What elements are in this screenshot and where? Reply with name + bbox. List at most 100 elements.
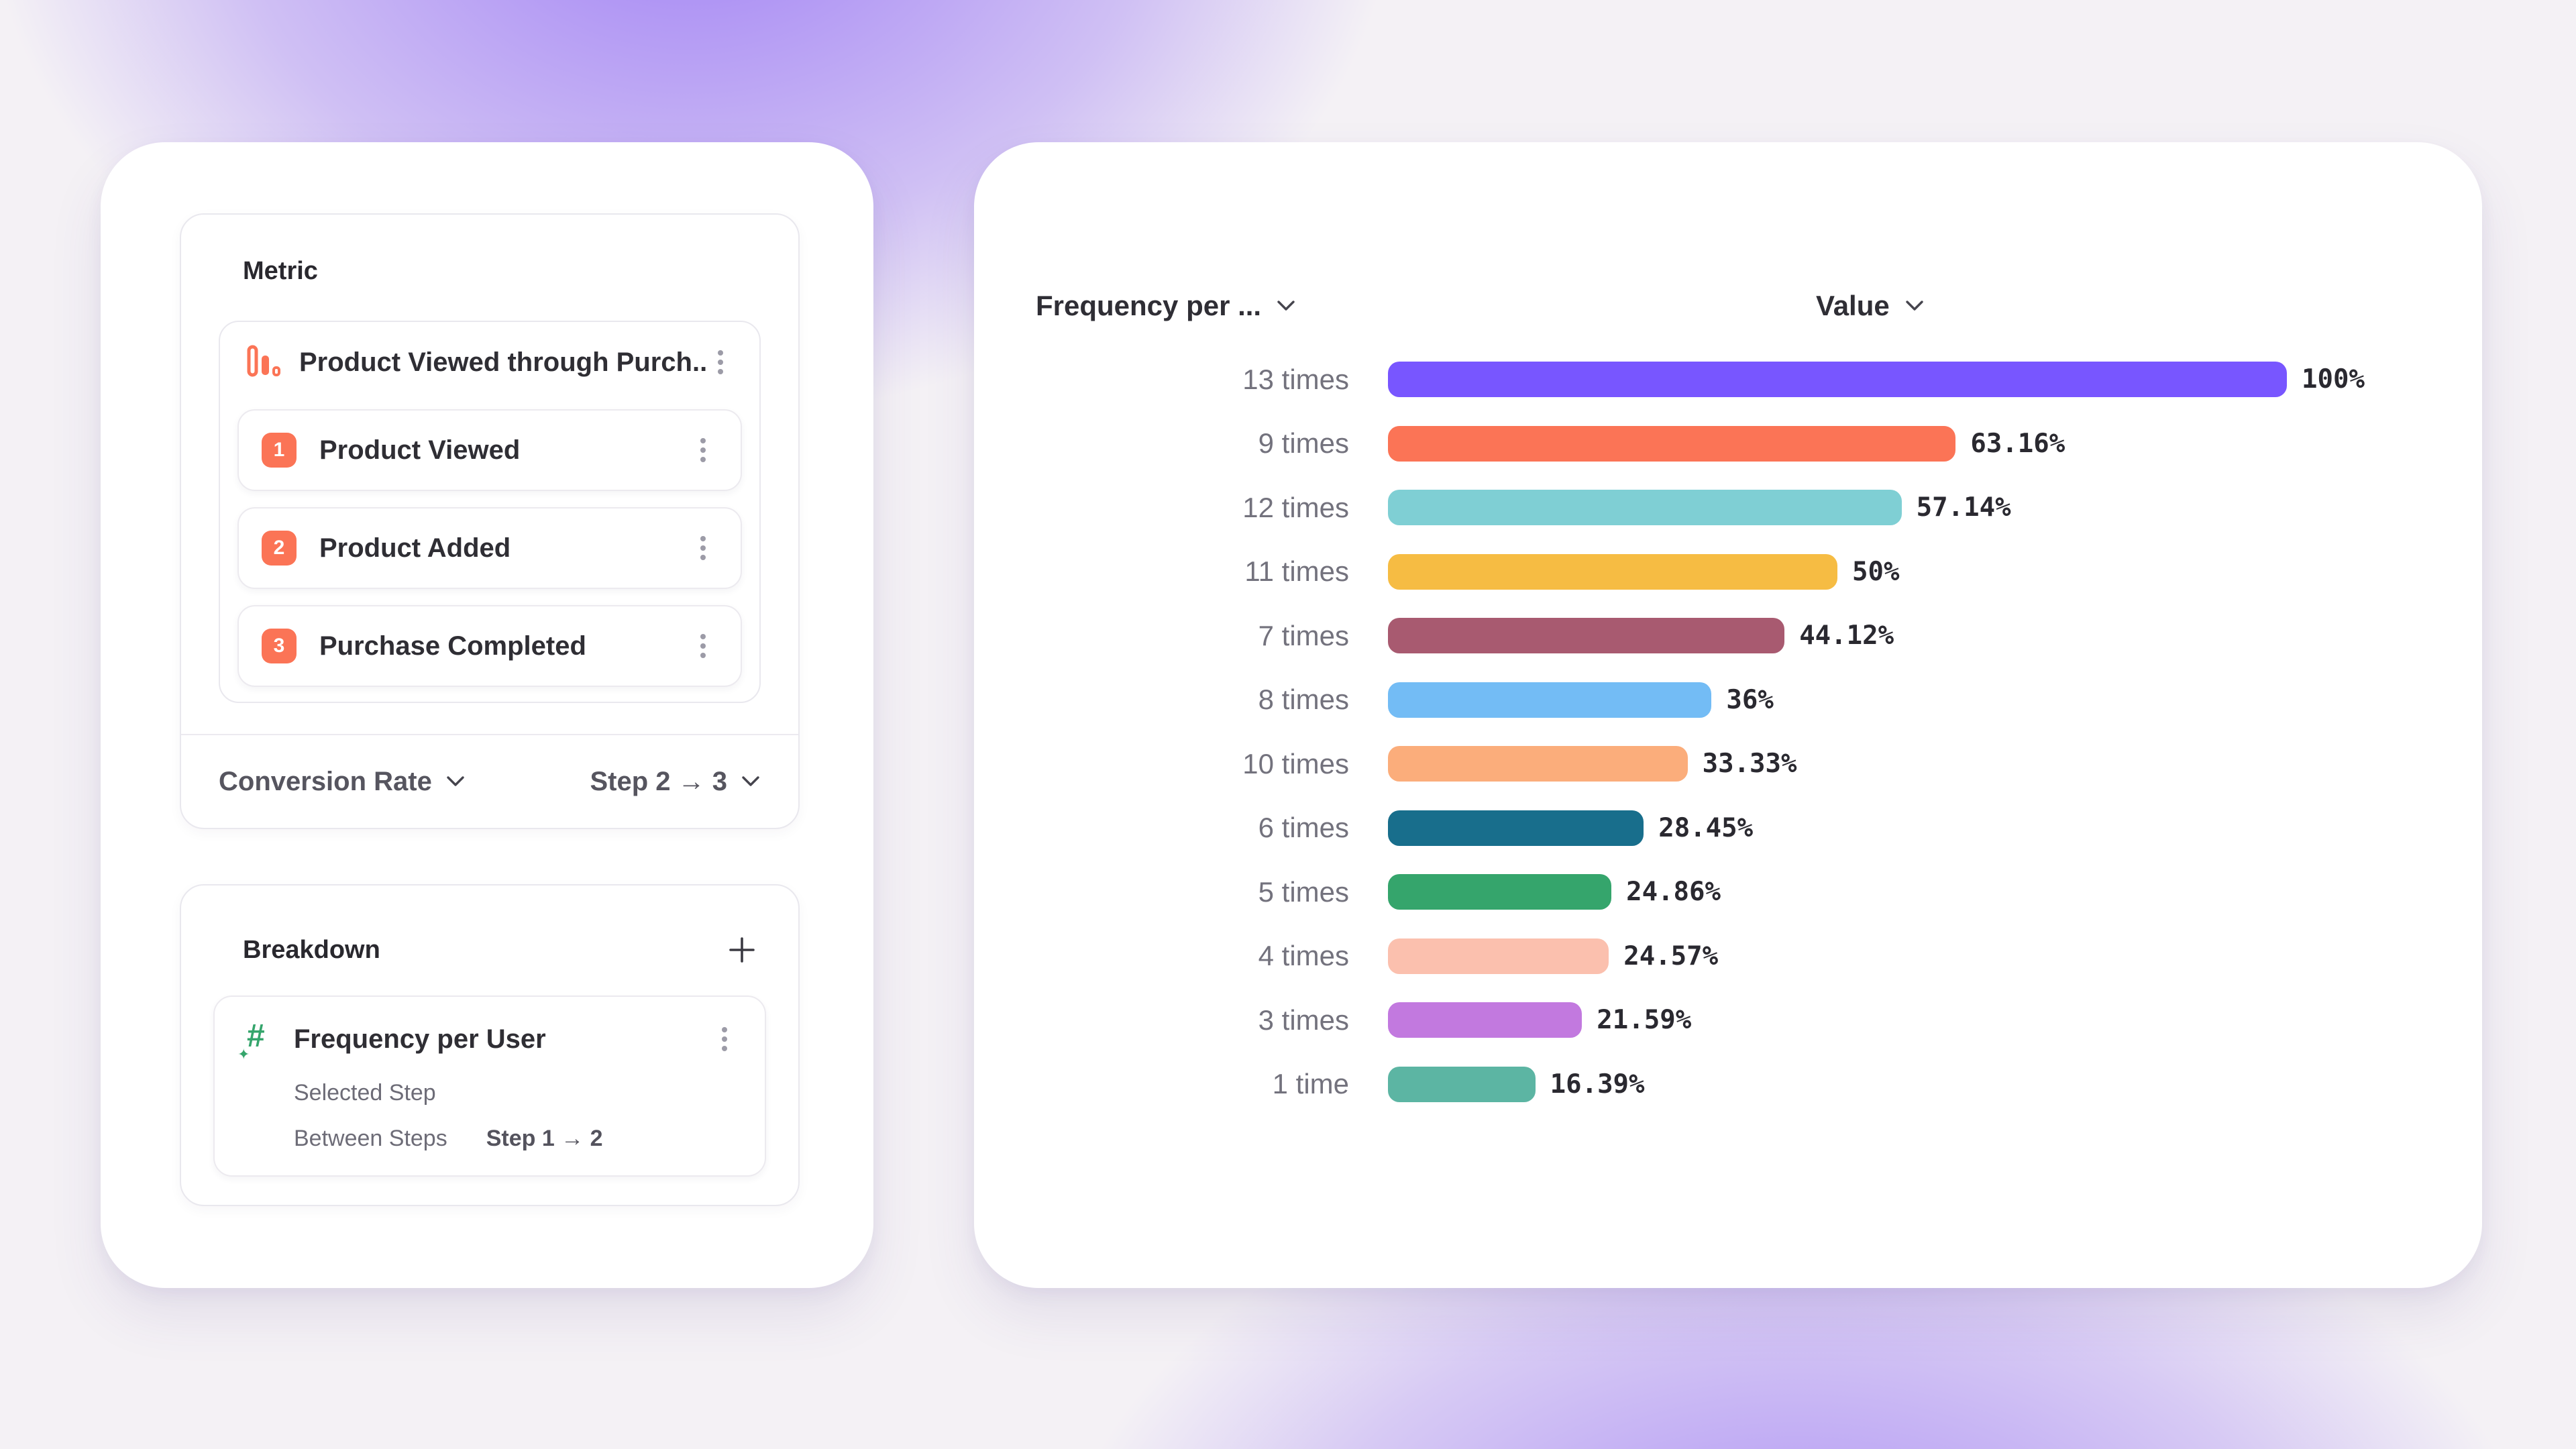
chart-bar[interactable] [1388, 938, 1609, 974]
chart-row-label: 7 times [1258, 619, 1349, 651]
hash-number-icon: # ✦ [237, 1018, 265, 1063]
chart-row: 7 times 44.12% [1036, 604, 2455, 668]
chart-bar-value-label: 28.45% [1658, 812, 1754, 843]
frequency-column-header-label: Frequency per ... [1036, 290, 1262, 321]
chart-row-label: 9 times [1258, 427, 1349, 460]
chevron-down-icon [1906, 301, 1923, 311]
chart-bar-track: 28.45% [1388, 810, 2287, 846]
chart-bar-track: 21.59% [1388, 1002, 2287, 1038]
step-number-badge: 3 [262, 629, 297, 663]
chart-rows: 13 times 100% 9 times 63.16% 12 times 57.14% 1… [1036, 347, 2455, 1116]
kebab-menu-icon[interactable] [688, 430, 718, 470]
chart-row: 9 times 63.16% [1036, 412, 2455, 476]
chevron-down-icon [447, 776, 464, 786]
chart-bar-track: 24.86% [1388, 874, 2287, 910]
chart-row: 3 times 21.59% [1036, 988, 2455, 1053]
chart-row-label: 6 times [1258, 812, 1349, 844]
chart-bar-track: 100% [1388, 362, 2365, 398]
chart-row: 5 times 24.86% [1036, 860, 2455, 924]
chart-bar-track: 24.57% [1388, 938, 2287, 974]
chart-bar-value-label: 100% [2302, 364, 2365, 395]
funnel-steps-list: 1 Product Viewed 2 Product Added 3 Purch… [237, 409, 742, 687]
conversion-rate-dropdown[interactable]: Conversion Rate [219, 767, 466, 797]
breakdown-property-card[interactable]: # ✦ Frequency per User Selected Step Betw… [213, 996, 766, 1177]
funnel-definition-box: Product Viewed through Purch... 1 Produc… [219, 321, 761, 703]
step-range-dropdown[interactable]: Step 2 → 3 [590, 767, 761, 797]
chart-row-label: 5 times [1258, 875, 1349, 908]
plus-icon [729, 937, 755, 963]
chart-bar[interactable] [1388, 425, 1956, 462]
chart-row-label: 11 times [1244, 555, 1349, 588]
kebab-menu-icon[interactable] [706, 342, 735, 382]
metric-card-divider [181, 734, 798, 735]
chart-panel: Frequency per ... Value 13 times 100% 9 ti… [974, 142, 2482, 1288]
value-column-header-dropdown[interactable]: Value [1816, 290, 1925, 322]
chart-row-label: 3 times [1258, 1004, 1349, 1036]
value-column-header-label: Value [1816, 290, 1890, 321]
chart-bar[interactable] [1388, 746, 1688, 782]
chart-bar[interactable] [1388, 682, 1712, 718]
breakdown-selected-step-row[interactable]: Selected Step [294, 1080, 436, 1106]
chart-bar-value-label: 16.39% [1550, 1069, 1645, 1099]
chart-bar[interactable] [1388, 490, 1902, 526]
breakdown-section-title: Breakdown [243, 936, 380, 964]
query-builder-panel: Metric Product Viewed through Purch... [101, 142, 873, 1288]
kebab-menu-icon[interactable] [710, 1019, 739, 1059]
chart-bar-value-label: 57.14% [1916, 492, 2011, 523]
kebab-menu-icon[interactable] [688, 626, 718, 666]
chart-row-label: 4 times [1258, 940, 1349, 972]
chart-bar[interactable] [1388, 810, 1644, 846]
funnel-metric-header[interactable]: Product Viewed through Purch... [237, 331, 742, 393]
chart-row: 13 times 100% [1036, 347, 2455, 412]
step-range-label: Step 2 → 3 [590, 766, 727, 796]
breakdown-property-title: Frequency per User [294, 1024, 546, 1054]
breakdown-between-steps-row[interactable]: Between Steps Step 1 → 2 [294, 1124, 739, 1152]
funnel-step-1[interactable]: 1 Product Viewed [237, 409, 742, 491]
chart-bar[interactable] [1388, 618, 1785, 654]
conversion-settings-row: Conversion Rate Step 2 → 3 [181, 735, 798, 828]
chart-row-label: 12 times [1242, 491, 1349, 523]
step-number-badge: 2 [262, 531, 297, 566]
chart-bar-track: 50% [1388, 553, 2287, 590]
funnel-step-3[interactable]: 3 Purchase Completed [237, 605, 742, 687]
chart-row-label: 13 times [1242, 363, 1349, 395]
chart-bar[interactable] [1388, 1002, 1582, 1038]
chevron-down-icon [1277, 301, 1295, 311]
chart-bar-value-label: 33.33% [1702, 749, 1797, 780]
metric-section-title: Metric [243, 257, 318, 285]
chart-bar-track: 44.12% [1388, 618, 2287, 654]
chart-bar-value-label: 36% [1726, 684, 1774, 715]
kebab-menu-icon[interactable] [688, 528, 718, 568]
metric-section-card: Metric Product Viewed through Purch... [180, 213, 800, 829]
chart-bar[interactable] [1388, 553, 1837, 590]
add-breakdown-button[interactable] [723, 931, 761, 969]
breakdown-section-card: Breakdown # ✦ Frequency per User Selected… [180, 884, 800, 1206]
chart-bar[interactable] [1388, 874, 1612, 910]
frequency-column-header-dropdown[interactable]: Frequency per ... [1036, 290, 1296, 322]
chart-row-label: 10 times [1242, 747, 1349, 780]
step-label: Product Added [319, 533, 511, 563]
chart-row: 1 time 16.39% [1036, 1053, 2455, 1117]
chart-row: 6 times 28.45% [1036, 796, 2455, 861]
chart-row-label: 8 times [1258, 684, 1349, 716]
chart-row: 8 times 36% [1036, 668, 2455, 733]
between-steps-label: Between Steps [294, 1126, 447, 1151]
conversion-rate-label: Conversion Rate [219, 766, 432, 796]
funnel-metric-title: Product Viewed through Purch... [299, 347, 706, 377]
funnel-step-2[interactable]: 2 Product Added [237, 507, 742, 589]
chart-bar[interactable] [1388, 1066, 1536, 1102]
chevron-down-icon [742, 776, 759, 786]
chart-row: 11 times 50% [1036, 540, 2455, 604]
chart-row-label: 1 time [1272, 1068, 1349, 1100]
chart-bar-value-label: 24.86% [1626, 877, 1721, 908]
chart-row: 12 times 57.14% [1036, 476, 2455, 540]
chart-bar-track: 63.16% [1388, 425, 2287, 462]
step-label: Purchase Completed [319, 631, 586, 661]
chart-bar-value-label: 63.16% [1970, 428, 2065, 459]
step-label: Product Viewed [319, 435, 521, 465]
chart-bar-value-label: 21.59% [1597, 1005, 1692, 1036]
step-number-badge: 1 [262, 433, 297, 468]
chart-bar-track: 16.39% [1388, 1066, 2287, 1102]
chart-bar[interactable] [1388, 362, 2287, 398]
